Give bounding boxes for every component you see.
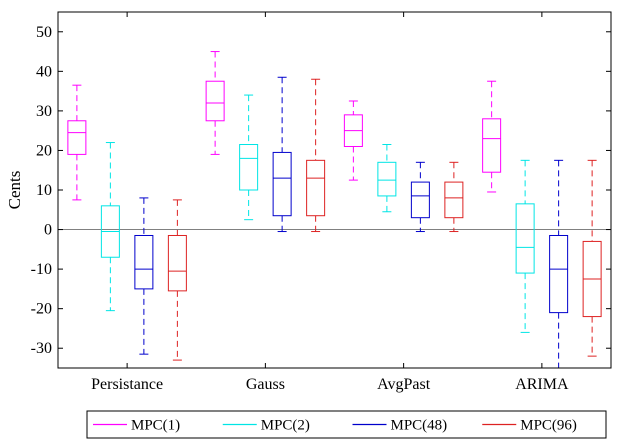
legend-box <box>86 410 607 439</box>
box <box>239 144 259 191</box>
category-label: Gauss <box>246 376 285 393</box>
category-label: AvgPast <box>377 376 431 393</box>
y-tick-label: 0 <box>44 222 52 239</box>
y-tick-label: -30 <box>31 340 52 357</box>
box <box>134 234 154 290</box>
y-tick-label: 40 <box>36 63 52 80</box>
y-tick-label: 30 <box>36 103 52 120</box>
box <box>410 181 430 219</box>
y-axis-label: Cents <box>5 171 24 210</box>
box <box>167 234 187 292</box>
axes: -30 -20 -10 0 10 20 30 40 50 Persistance Gauss AvgP… <box>31 11 612 393</box>
legend: MPC(1) MPC(2) MPC(48) MPC(96) <box>86 410 607 439</box>
box <box>67 120 87 155</box>
category-label: ARIMA <box>515 376 569 393</box>
legend-label: MPC(48) <box>391 418 448 434</box>
legend-label: MPC(96) <box>520 418 577 434</box>
box <box>482 118 502 173</box>
box <box>444 181 464 219</box>
y-tick-label: -20 <box>31 301 52 318</box>
axes-frame <box>57 11 612 369</box>
box <box>377 161 397 197</box>
box <box>205 80 225 122</box>
y-tick-label: -10 <box>31 261 52 278</box>
box <box>549 234 569 314</box>
plot-area <box>58 51 611 368</box>
legend-label: MPC(1) <box>131 418 180 434</box>
box <box>515 203 535 274</box>
y-tick-label: 50 <box>36 24 52 41</box>
legend-label: MPC(2) <box>261 418 310 434</box>
y-tick-label: 10 <box>36 182 52 199</box>
box <box>272 151 292 217</box>
y-tick-label: 20 <box>36 142 52 159</box>
box <box>306 159 326 217</box>
category-label: Persistance <box>91 376 163 393</box>
